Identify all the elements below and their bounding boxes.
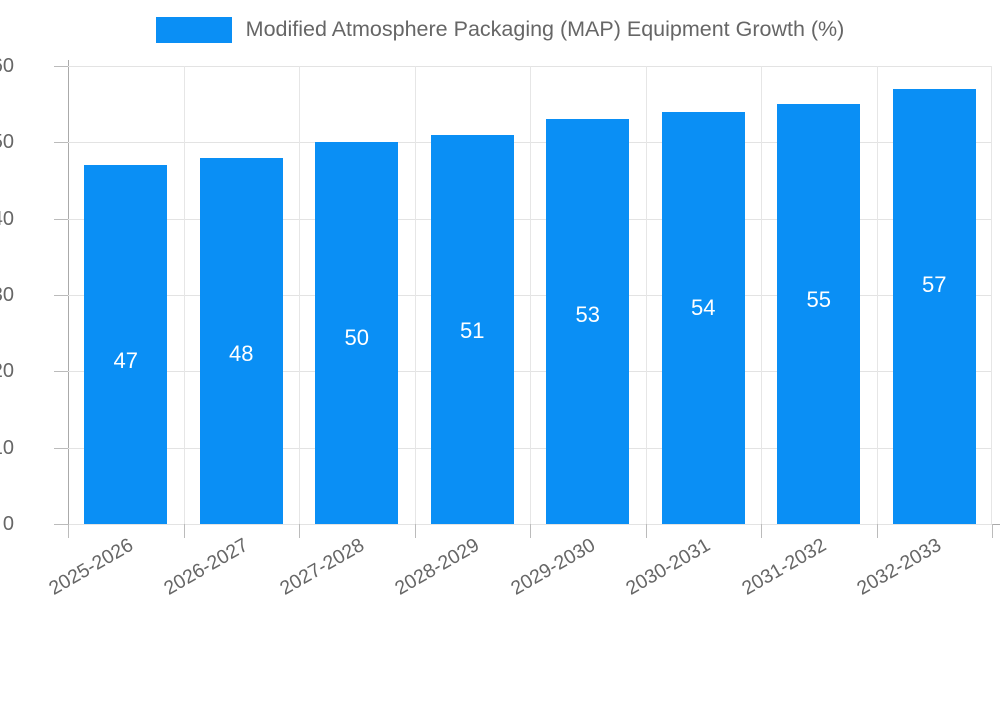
y-tick-label: 50	[0, 131, 14, 154]
x-tick-mark	[68, 524, 69, 538]
bar[interactable]	[546, 119, 630, 524]
gridline-vertical	[299, 66, 300, 524]
gridline-vertical	[415, 66, 416, 524]
y-tick-label: 60	[0, 55, 14, 77]
bar[interactable]	[777, 104, 861, 524]
gridline-vertical	[184, 66, 185, 524]
bar-value-label: 53	[575, 302, 600, 328]
y-tick-label: 20	[0, 360, 14, 383]
y-tick-mark	[54, 66, 68, 67]
x-tick-mark	[992, 524, 993, 538]
x-tick-mark	[877, 524, 878, 538]
bar[interactable]	[661, 111, 745, 524]
bar-chart: Modified Atmosphere Packaging (MAP) Equi…	[0, 10, 1000, 600]
y-tick-label: 30	[0, 284, 14, 306]
x-tick-mark	[299, 524, 300, 538]
bar[interactable]	[315, 142, 399, 524]
bar[interactable]	[430, 134, 514, 524]
legend-label: Modified Atmosphere Packaging (MAP) Equi…	[245, 17, 845, 42]
y-tick-mark	[54, 218, 68, 220]
y-tick-mark	[54, 447, 68, 449]
gridline-vertical	[530, 66, 531, 524]
bar-value-label: 57	[921, 271, 947, 297]
y-tick-mark	[54, 295, 68, 296]
gridline-vertical	[877, 66, 878, 524]
y-tick-label: 0	[2, 513, 14, 535]
plot-area: 47 48 50 51 53 54 55 57	[68, 66, 992, 525]
bar-value-label: 50	[344, 325, 369, 351]
y-tick-label: 10	[0, 436, 14, 459]
legend-color-swatch-icon	[155, 17, 232, 43]
gridline-vertical	[646, 66, 647, 524]
chart-legend: Modified Atmosphere Packaging (MAP) Equi…	[0, 10, 1000, 50]
legend-item[interactable]: Modified Atmosphere Packaging (MAP) Equi…	[155, 17, 845, 43]
x-tick-mark	[530, 524, 531, 538]
x-tick-mark	[184, 524, 185, 538]
bar-value-label: 47	[113, 348, 138, 374]
gridline-vertical	[761, 66, 762, 524]
bar-value-label: 54	[690, 294, 716, 320]
bar-value-label: 55	[806, 287, 831, 313]
bar-value-label: 51	[459, 317, 485, 343]
gridline-vertical	[991, 66, 992, 524]
y-tick-mark	[54, 142, 68, 144]
bar[interactable]	[199, 157, 283, 524]
x-tick-mark	[415, 524, 416, 538]
bar-value-label: 48	[228, 340, 254, 366]
y-tick-mark	[54, 371, 68, 373]
x-tick-mark	[646, 524, 647, 538]
bar[interactable]	[892, 88, 976, 524]
bar[interactable]	[84, 165, 168, 524]
y-tick-label: 40	[0, 207, 14, 230]
x-tick-mark	[761, 524, 762, 538]
y-tick-mark	[54, 524, 68, 525]
